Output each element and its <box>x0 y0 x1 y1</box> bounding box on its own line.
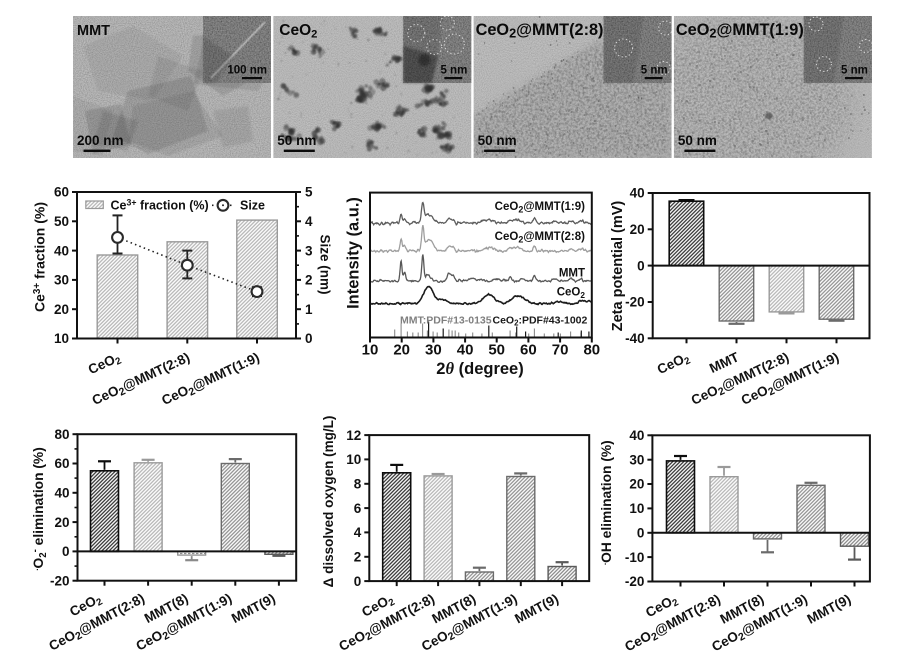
svg-text:8: 8 <box>354 477 362 492</box>
svg-text:100 nm: 100 nm <box>227 65 267 77</box>
svg-text:0: 0 <box>354 574 362 589</box>
svg-text:60: 60 <box>54 185 69 200</box>
svg-text:10: 10 <box>362 342 379 359</box>
svg-text:.O2- elimination (%): .O2- elimination (%) <box>30 447 49 571</box>
svg-text:5 nm: 5 nm <box>841 65 868 77</box>
svg-text:0: 0 <box>637 526 645 541</box>
svg-text:20: 20 <box>629 477 644 492</box>
svg-text:2: 2 <box>354 550 362 565</box>
svg-text:-20: -20 <box>50 573 70 588</box>
svg-text:10: 10 <box>54 331 69 346</box>
svg-text:10: 10 <box>629 501 644 516</box>
svg-text:CeO2@MMT(2:8): CeO2@MMT(2:8) <box>476 21 604 41</box>
svg-text:3: 3 <box>305 243 313 258</box>
svg-text:MMT(9): MMT(9) <box>229 591 278 626</box>
svg-text:5 nm: 5 nm <box>440 65 467 77</box>
svg-text:20: 20 <box>54 302 69 317</box>
svg-text:40: 40 <box>457 342 474 359</box>
svg-text:70: 70 <box>552 342 569 359</box>
svg-text:1: 1 <box>305 302 313 317</box>
svg-text:CeO2@MMT(1:9): CeO2@MMT(1:9) <box>495 201 586 215</box>
svg-text:0: 0 <box>62 544 70 559</box>
svg-text:30: 30 <box>425 342 442 359</box>
svg-text:CeO2: CeO2 <box>557 287 586 301</box>
svg-text:20: 20 <box>393 342 410 359</box>
svg-text:Ce3+ fraction (%): Ce3+ fraction (%) <box>32 202 48 312</box>
svg-text:12: 12 <box>346 428 361 443</box>
svg-text:40: 40 <box>54 486 69 501</box>
svg-text:4: 4 <box>305 214 313 229</box>
svg-text:5: 5 <box>305 185 313 200</box>
svg-text:50 nm: 50 nm <box>277 133 316 148</box>
svg-text:Intensity (a.u.): Intensity (a.u.) <box>345 197 363 309</box>
svg-text:CeO2@MMT(1:9): CeO2@MMT(1:9) <box>676 21 804 41</box>
svg-text:-10: -10 <box>625 550 645 565</box>
svg-text:20: 20 <box>630 222 645 237</box>
svg-text:50 nm: 50 nm <box>678 133 717 148</box>
svg-text:CeO2: CeO2 <box>655 349 693 379</box>
svg-text:MMT:PDF#13-0135: MMT:PDF#13-0135 <box>400 315 492 327</box>
svg-text:80: 80 <box>54 427 69 442</box>
svg-text:2: 2 <box>305 273 313 288</box>
svg-text:MMT(9): MMT(9) <box>512 591 561 626</box>
svg-text:0: 0 <box>637 258 645 273</box>
svg-text:5 nm: 5 nm <box>641 65 668 77</box>
svg-text:60: 60 <box>54 456 69 471</box>
svg-text:Size (nm): Size (nm) <box>318 234 333 294</box>
svg-text:6: 6 <box>354 501 362 516</box>
svg-text:CeO2:PDF#43-1002: CeO2:PDF#43-1002 <box>493 315 588 328</box>
svg-text:4: 4 <box>354 525 362 540</box>
svg-text:50: 50 <box>54 214 69 229</box>
svg-text:50 nm: 50 nm <box>478 133 517 148</box>
svg-text:60: 60 <box>520 342 537 359</box>
svg-text:Δ dissolved oxygen (mg/L): Δ dissolved oxygen (mg/L) <box>321 416 336 588</box>
svg-text:MMT(9): MMT(9) <box>805 591 854 626</box>
svg-text:-20: -20 <box>625 295 645 310</box>
svg-text:.OH elimination (%): .OH elimination (%) <box>599 440 614 565</box>
svg-text:Size: Size <box>240 199 265 213</box>
svg-text:-40: -40 <box>625 331 645 346</box>
svg-text:MMT: MMT <box>77 23 110 39</box>
svg-text:10: 10 <box>346 452 361 467</box>
svg-text:30: 30 <box>54 273 69 288</box>
svg-text:200 nm: 200 nm <box>77 133 124 148</box>
svg-text:2θ (degree): 2θ (degree) <box>436 359 523 378</box>
svg-text:30: 30 <box>629 452 644 467</box>
svg-text:50: 50 <box>488 342 505 359</box>
svg-text:-20: -20 <box>625 574 645 589</box>
svg-text:40: 40 <box>629 428 644 443</box>
svg-text:40: 40 <box>630 186 645 201</box>
svg-text:CeO2: CeO2 <box>279 22 317 41</box>
svg-text:20: 20 <box>54 515 69 530</box>
svg-text:0: 0 <box>305 331 313 346</box>
svg-text:CeO2@MMT(2:8): CeO2@MMT(2:8) <box>495 231 586 245</box>
svg-text:CeO2: CeO2 <box>86 349 124 379</box>
svg-text:80: 80 <box>583 342 600 359</box>
svg-text:Ce3+ fraction (%): Ce3+ fraction (%) <box>111 198 209 213</box>
svg-text:40: 40 <box>54 243 69 258</box>
svg-text:Zeta potential (mV): Zeta potential (mV) <box>610 201 626 332</box>
svg-text:MMT: MMT <box>559 268 585 280</box>
